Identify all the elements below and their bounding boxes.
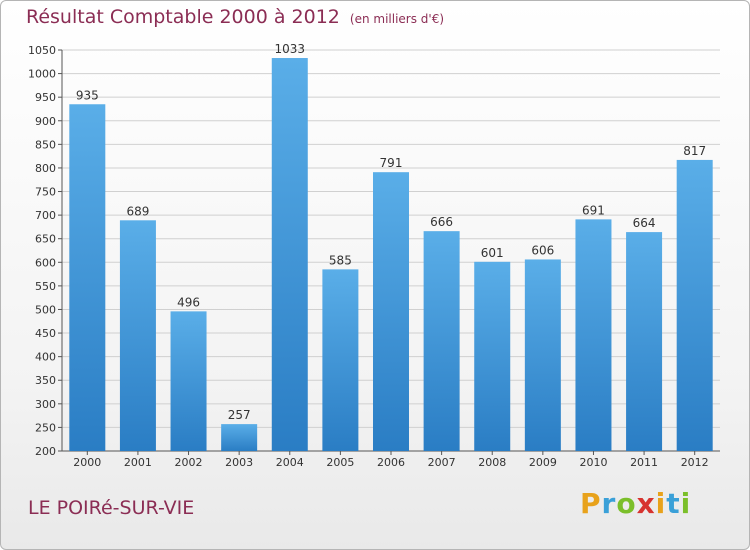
y-tick-label: 850 — [35, 138, 56, 151]
value-label-2006: 791 — [380, 156, 403, 170]
y-tick-label: 400 — [35, 351, 56, 364]
value-label-2012: 817 — [683, 144, 706, 158]
bar-2007 — [423, 231, 460, 451]
y-tick-label: 300 — [35, 398, 56, 411]
x-tick-label-2012: 2012 — [681, 456, 709, 469]
logo-letter: x — [636, 487, 656, 520]
value-label-2000: 935 — [76, 88, 99, 102]
bar-2006 — [373, 172, 409, 451]
bar-2002 — [170, 311, 207, 451]
value-label-2005: 585 — [329, 253, 352, 267]
value-label-2011: 664 — [633, 216, 656, 230]
x-tick-label-2002: 2002 — [175, 456, 203, 469]
logo-letter: t — [666, 487, 681, 520]
bar-2004 — [271, 58, 308, 452]
value-label-2004: 1033 — [274, 42, 305, 56]
chart-unit: (en milliers d'€) — [349, 12, 445, 26]
bar-2009 — [524, 259, 561, 451]
x-tick-label-2005: 2005 — [326, 456, 354, 469]
chart-title-text: Résultat Comptable 2000 à 2012 — [26, 6, 340, 28]
logo-letter: i — [680, 487, 692, 520]
value-label-2002: 496 — [177, 295, 200, 309]
y-tick-label: 500 — [35, 303, 56, 316]
y-tick-label: 900 — [35, 115, 56, 128]
y-tick-label: 700 — [35, 209, 56, 222]
x-tick-label-2006: 2006 — [377, 456, 405, 469]
logo-letter: i — [655, 487, 667, 520]
y-tick-label: 450 — [35, 327, 56, 340]
x-tick-label-2010: 2010 — [579, 456, 607, 469]
bar-2000 — [69, 104, 106, 452]
y-tick-label: 250 — [35, 421, 56, 434]
y-tick-label: 350 — [35, 374, 56, 387]
bar-2008 — [474, 261, 511, 451]
location-name: LE POIRé-SUR-VIE — [28, 497, 195, 519]
x-tick-label-2008: 2008 — [478, 456, 506, 469]
y-tick-label: 200 — [35, 445, 56, 458]
y-tick-label: 600 — [35, 256, 56, 269]
bar-2011 — [626, 232, 663, 451]
y-tick-label: 650 — [35, 233, 56, 246]
y-tick-label: 800 — [35, 162, 56, 175]
x-tick-label-2004: 2004 — [276, 456, 304, 469]
value-label-2003: 257 — [228, 408, 251, 422]
logo-letter: o — [616, 487, 637, 520]
bar-2012 — [676, 159, 713, 451]
y-tick-label: 1050 — [28, 44, 56, 57]
value-label-2008: 601 — [481, 246, 504, 260]
x-tick-label-2003: 2003 — [225, 456, 253, 469]
y-tick-label: 950 — [35, 91, 56, 104]
logo-letter: r — [601, 487, 617, 520]
bars — [69, 58, 713, 452]
x-tick-label-2007: 2007 — [428, 456, 456, 469]
x-tick-label-2001: 2001 — [124, 456, 152, 469]
y-tick-label: 550 — [35, 280, 56, 293]
bar-2010 — [575, 219, 612, 451]
x-tick-label-2011: 2011 — [630, 456, 658, 469]
data-labels: 935 689 496 257 1033 585 791 666 601 606 691 664 817 — [76, 42, 706, 422]
axes: 200 250 300 350 400 450 500 550 600 650 700 750 800 8… — [28, 44, 720, 469]
value-label-2009: 606 — [531, 243, 554, 257]
y-tick-label: 1000 — [28, 68, 56, 81]
value-label-2007: 666 — [430, 215, 453, 229]
logo-letter: P — [580, 487, 602, 520]
bar-2001 — [119, 220, 156, 451]
x-tick-label-2000: 2000 — [73, 456, 101, 469]
proxiti-logo: Proxiti — [580, 487, 691, 520]
value-label-2010: 691 — [582, 203, 605, 217]
y-tick-label: 750 — [35, 186, 56, 199]
x-tick-label-2009: 2009 — [529, 456, 557, 469]
value-label-2001: 689 — [126, 204, 149, 218]
bar-2005 — [322, 269, 359, 451]
chart-title: Résultat Comptable 2000 à 2012 (en millie… — [26, 6, 444, 28]
bar-2003 — [221, 424, 258, 451]
